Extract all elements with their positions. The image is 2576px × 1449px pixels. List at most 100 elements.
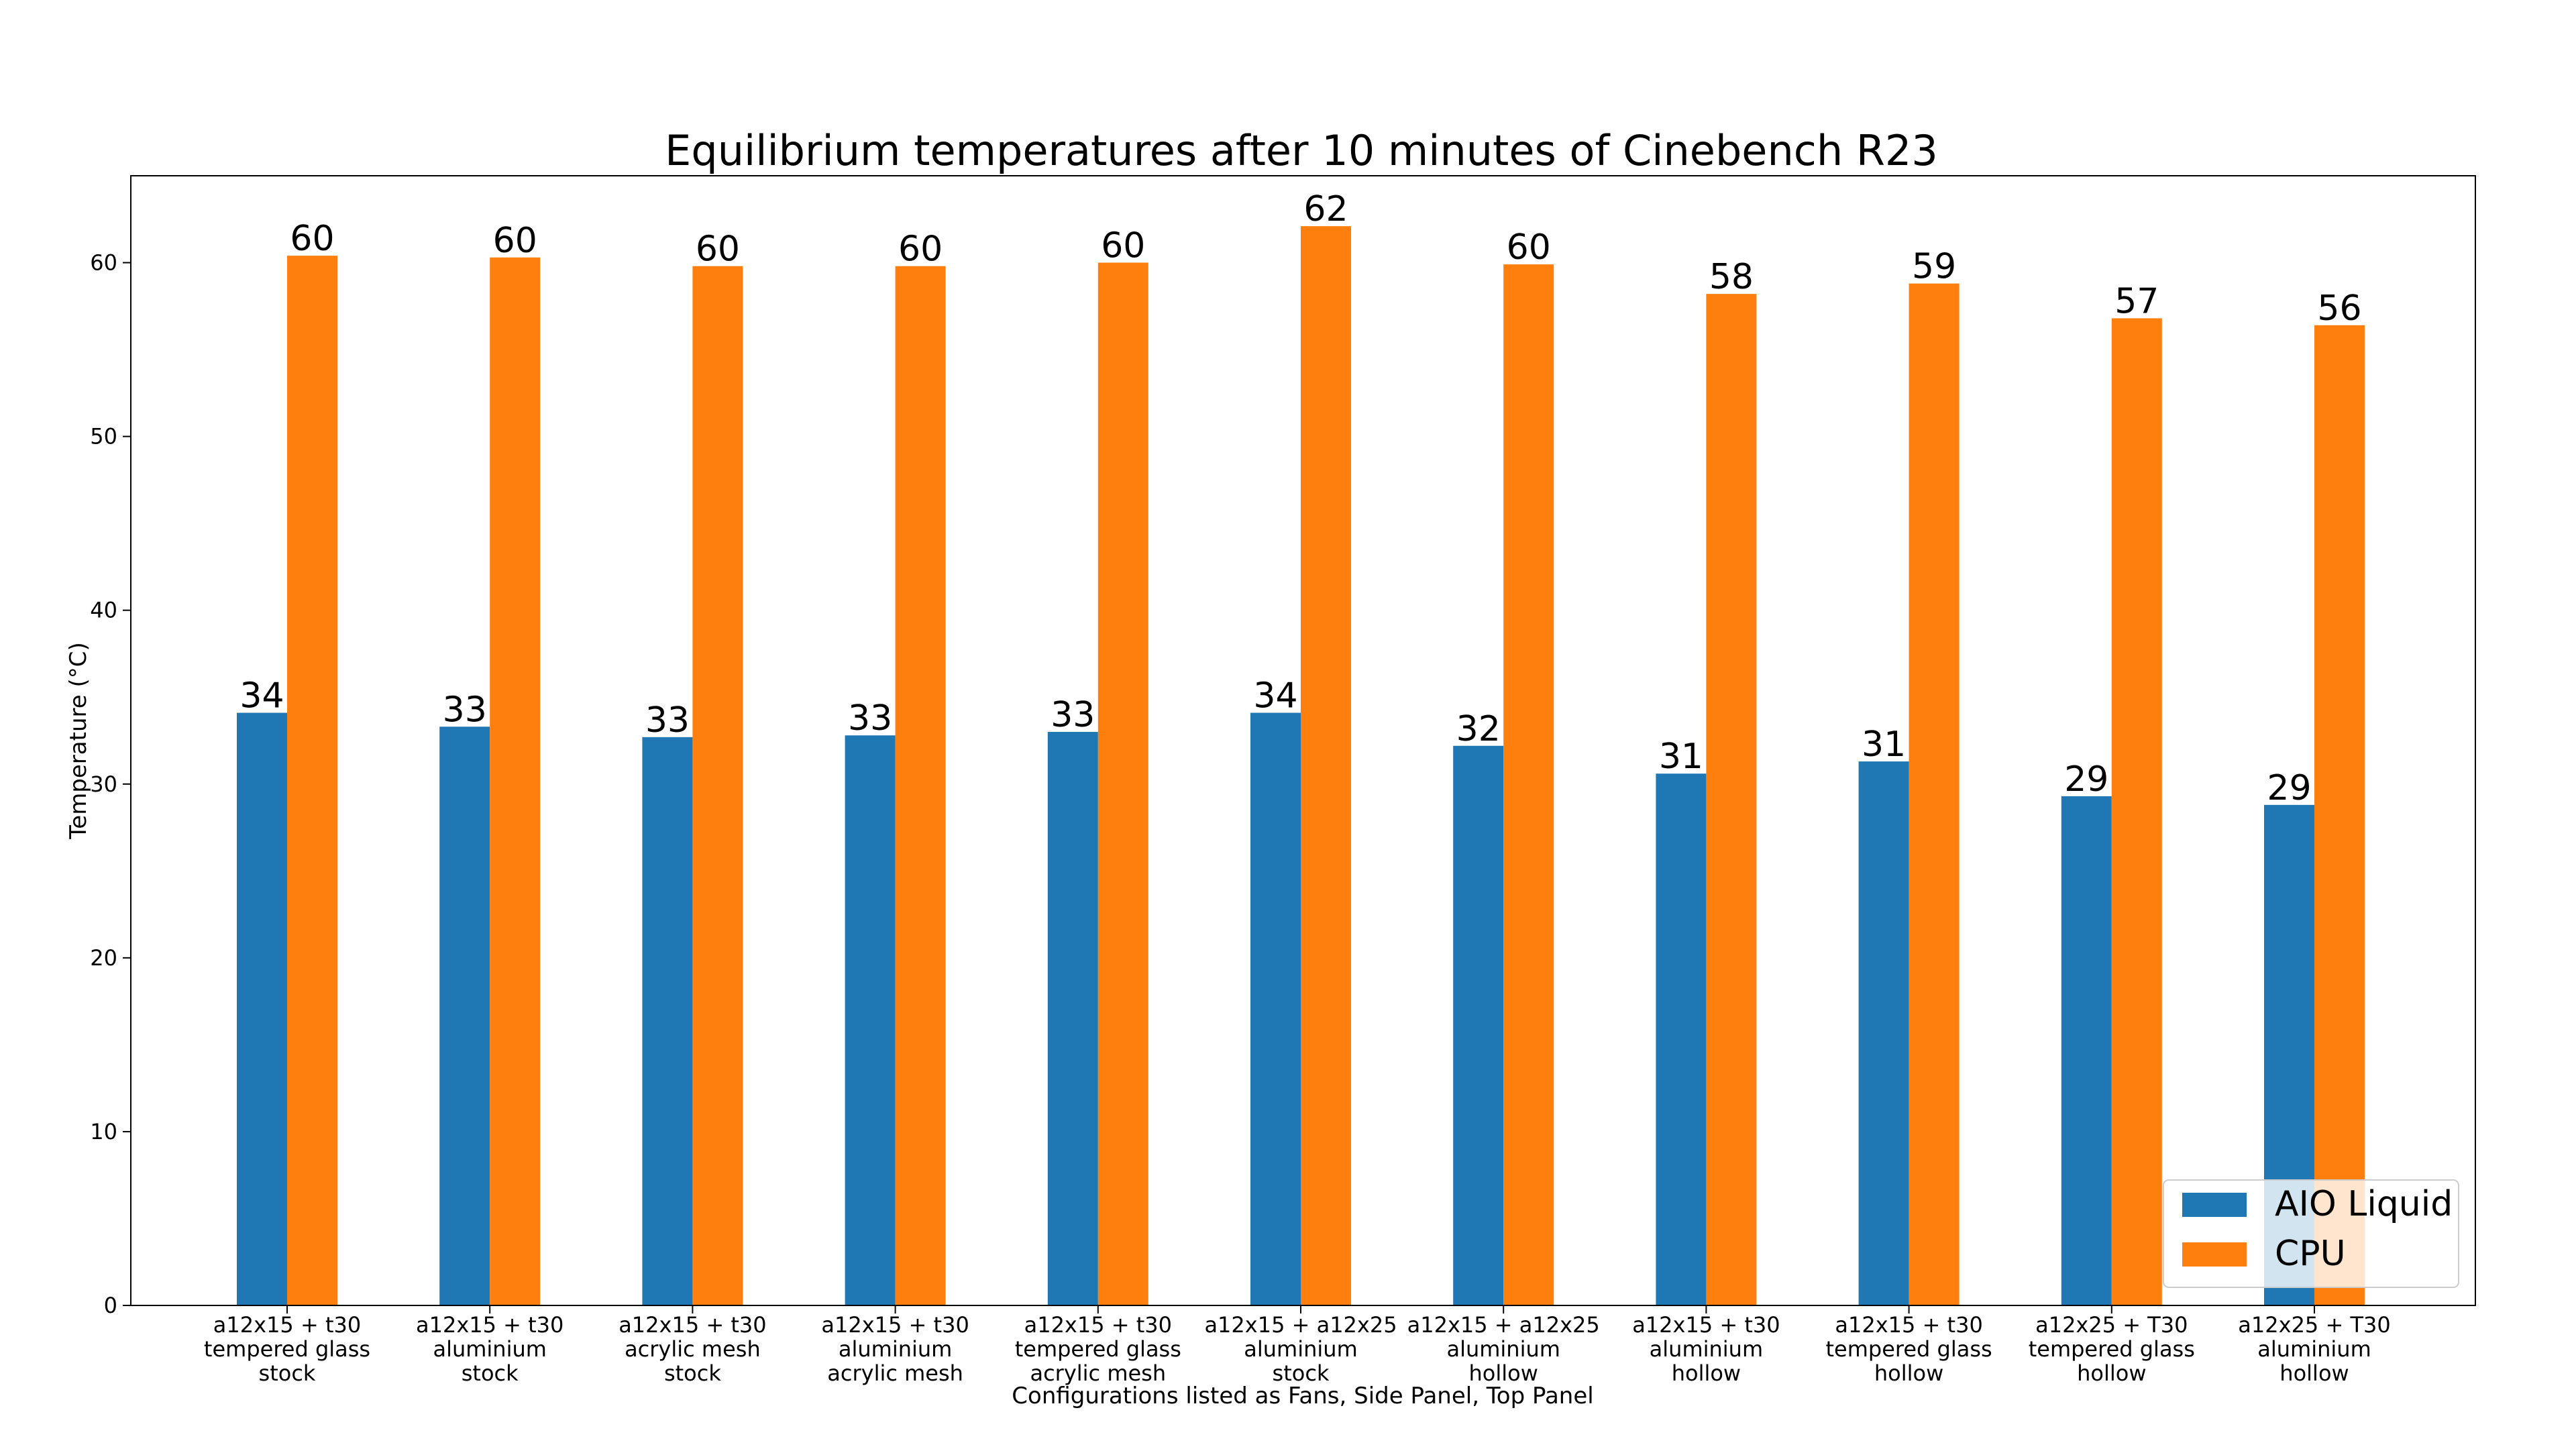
y-tick-label: 10 — [90, 1119, 117, 1144]
x-tick-label-line: hollow — [2279, 1360, 2349, 1386]
legend-swatch — [2182, 1193, 2247, 1217]
bar-aio-liquid-2 — [439, 727, 490, 1305]
x-tick-label-line: a12x15 + t30 — [821, 1312, 969, 1338]
data-label: 60 — [1101, 226, 1145, 266]
bar-cpu-10 — [2111, 318, 2162, 1305]
x-tick-label-line: aluminium — [1446, 1336, 1560, 1362]
bar-cpu-6 — [1301, 226, 1351, 1305]
x-tick-label-line: acrylic mesh — [1030, 1360, 1166, 1386]
data-label: 57 — [2114, 281, 2159, 321]
x-tick-label: a12x15 + t30 tempered glass acrylic mesh — [1015, 1312, 1181, 1386]
x-tick-label-line: a12x15 + t30 — [619, 1312, 766, 1338]
x-tick-label-line: aluminium — [1650, 1336, 1763, 1362]
x-tick-label: a12x15 + a12x25 aluminium hollow — [1407, 1312, 1600, 1386]
data-label: 60 — [493, 221, 537, 261]
x-tick-label: a12x25 + T30 aluminium hollow — [2238, 1312, 2390, 1386]
x-tick-label-line: a12x15 + a12x25 — [1407, 1312, 1600, 1338]
y-tick-label: 0 — [104, 1293, 117, 1318]
bar-aio-liquid-8 — [1656, 773, 1707, 1305]
bar-aio-liquid-6 — [1250, 712, 1301, 1305]
x-tick-label: a12x15 + t30 aluminium stock — [416, 1312, 564, 1386]
bar-aio-liquid-7 — [1453, 745, 1504, 1305]
data-label: 60 — [290, 219, 334, 259]
bar-cpu-11 — [2314, 325, 2365, 1305]
x-tick-label: a12x15 + a12x25 aluminium stock — [1204, 1312, 1397, 1386]
x-tick-label-line: tempered glass — [2029, 1336, 2195, 1362]
x-tick-label-line: aluminium — [839, 1336, 952, 1362]
y-tick-label: 50 — [90, 424, 117, 449]
x-axis-label: Configurations listed as Fans, Side Pane… — [1012, 1383, 1593, 1409]
data-label: 34 — [239, 676, 284, 716]
x-tick-label: a12x15 + t30 aluminium hollow — [1632, 1312, 1780, 1386]
x-tick-label: a12x25 + T30 tempered glass hollow — [2029, 1312, 2195, 1386]
x-tick-label-line: a12x15 + a12x25 — [1204, 1312, 1397, 1338]
data-label: 60 — [1507, 227, 1551, 268]
bar-cpu-7 — [1503, 264, 1554, 1305]
bar-aio-liquid-5 — [1047, 732, 1098, 1305]
x-tick-label-line: stock — [462, 1360, 519, 1386]
y-tick-label: 30 — [90, 771, 117, 797]
x-tick-label-line: tempered glass — [1015, 1336, 1181, 1362]
x-tick-label-line: a12x25 + T30 — [2035, 1312, 2188, 1338]
data-label: 34 — [1253, 676, 1297, 716]
data-label: 29 — [2267, 768, 2311, 808]
legend: AIO Liquid CPU — [2163, 1179, 2459, 1288]
x-tick-label-line: stock — [664, 1360, 721, 1386]
bar-cpu-1 — [287, 256, 337, 1305]
data-label: 56 — [2317, 288, 2361, 329]
data-label: 60 — [898, 229, 943, 270]
bars-layer — [237, 226, 2365, 1306]
bar-cpu-3 — [692, 266, 743, 1306]
y-tick-label: 40 — [90, 598, 117, 623]
x-tick-label-line: stock — [259, 1360, 316, 1386]
x-tick-label-line: a12x15 + t30 — [213, 1312, 361, 1338]
x-tick-label-line: acrylic mesh — [827, 1360, 963, 1386]
data-label: 33 — [645, 700, 690, 741]
legend-swatch — [2182, 1242, 2247, 1267]
legend-label: CPU — [2275, 1234, 2346, 1274]
bar-cpu-2 — [490, 257, 541, 1306]
bar-aio-liquid-3 — [642, 737, 693, 1305]
x-tick-label-line: stock — [1273, 1360, 1330, 1386]
data-label: 29 — [2064, 759, 2108, 800]
x-tick-label-line: hollow — [1469, 1360, 1538, 1386]
x-tick-label: a12x15 + t30 tempered glass hollow — [1826, 1312, 1992, 1386]
x-tick-label-line: tempered glass — [204, 1336, 370, 1362]
data-label: 31 — [1659, 737, 1703, 777]
x-tick-label-line: a12x15 + t30 — [1835, 1312, 1982, 1338]
bar-aio-liquid-1 — [237, 712, 287, 1305]
bar-cpu-9 — [1909, 283, 1960, 1305]
y-axis-label: Temperature (°C) — [65, 642, 92, 839]
y-tick-label: 20 — [90, 945, 117, 971]
x-tick-label-line: tempered glass — [1826, 1336, 1992, 1362]
x-tick-label-line: a12x15 + t30 — [1632, 1312, 1780, 1338]
plot-area-frame — [130, 175, 2476, 1306]
data-label: 33 — [848, 698, 892, 739]
x-tick-label-line: hollow — [1874, 1360, 1943, 1386]
x-tick-label: a12x15 + t30 tempered glass stock — [204, 1312, 370, 1386]
chart-title: Equilibrium temperatures after 10 minute… — [665, 126, 1938, 175]
y-axis: 0 10 20 30 40 50 60 — [90, 250, 131, 1318]
data-label: 60 — [696, 229, 740, 270]
x-tick-label-line: acrylic mesh — [625, 1336, 761, 1362]
x-tick-label-line: aluminium — [433, 1336, 546, 1362]
data-label: 33 — [443, 690, 487, 730]
bar-cpu-5 — [1097, 262, 1148, 1305]
bar-aio-liquid-4 — [845, 735, 896, 1305]
data-label: 59 — [1912, 247, 1956, 287]
data-label: 58 — [1709, 257, 1754, 297]
x-tick-label-line: a12x25 + T30 — [2238, 1312, 2390, 1338]
data-label: 62 — [1303, 189, 1348, 229]
legend-label: AIO Liquid — [2275, 1184, 2453, 1224]
data-label: 31 — [1862, 724, 1906, 765]
x-tick-label-line: aluminium — [1244, 1336, 1357, 1362]
x-tick-label-line: hollow — [2077, 1360, 2146, 1386]
x-tick-label-line: a12x15 + t30 — [1024, 1312, 1172, 1338]
x-tick-label-line: a12x15 + t30 — [416, 1312, 564, 1338]
bar-cpu-8 — [1706, 294, 1757, 1305]
x-tick-label-line: aluminium — [2257, 1336, 2371, 1362]
bar-labels-layer: 34 33 33 33 33 34 32 31 31 29 29 60 60 60 60 60 62 60 58 59… — [239, 189, 2361, 808]
data-label: 32 — [1456, 709, 1501, 749]
